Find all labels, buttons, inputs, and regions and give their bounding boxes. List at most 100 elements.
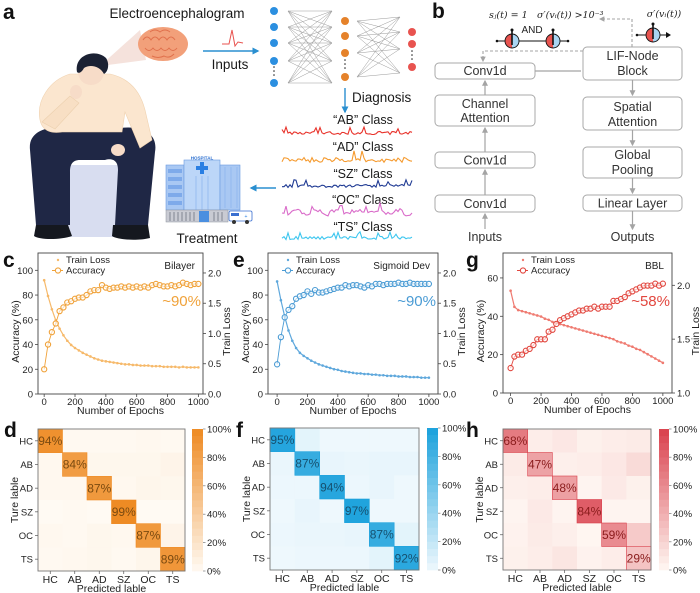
heatmap-cell xyxy=(294,499,321,524)
loss-point xyxy=(427,376,431,379)
loss-point xyxy=(344,370,347,373)
legend-marker xyxy=(56,258,60,262)
y-axis-label: Ture lable xyxy=(241,476,253,522)
col-label: SZ xyxy=(350,573,364,585)
y-axis-label: Ture lable xyxy=(474,476,486,522)
block-label: Conv1d xyxy=(463,64,506,78)
colorbar-tick-label: 0% xyxy=(207,567,221,578)
heatmap-cell xyxy=(527,452,553,477)
legend-item: Train Loss xyxy=(521,255,575,266)
colorbar-tick-label: 20% xyxy=(207,538,227,549)
loss-point xyxy=(181,365,185,369)
cell-value-label: 92% xyxy=(395,551,419,565)
loss-point xyxy=(543,317,547,320)
accuracy-point xyxy=(83,291,90,299)
colorbar-tick-label: 40% xyxy=(673,509,693,520)
y-tick-label: 60 xyxy=(252,315,263,326)
loss-point xyxy=(657,359,661,362)
colorbar-band xyxy=(427,506,438,514)
row-label: TS xyxy=(253,554,265,565)
loss-point xyxy=(92,356,96,360)
loss-point xyxy=(347,370,351,374)
panel-label-e: e xyxy=(233,249,245,272)
network-edge xyxy=(356,48,401,78)
loss-point xyxy=(135,363,138,367)
block-label: Spatial xyxy=(613,100,651,114)
ellipsis-dot xyxy=(273,70,275,72)
legend-marker xyxy=(521,258,525,262)
loss-point xyxy=(524,310,528,314)
loss-point xyxy=(298,351,302,355)
matrix-frame xyxy=(37,428,186,572)
diagnosis-label: Diagnosis xyxy=(352,90,412,105)
heatmap-cell xyxy=(111,429,137,454)
legend-item: Accuracy xyxy=(517,266,570,277)
heatmap-cell xyxy=(270,451,296,476)
x-tick-label: 200 xyxy=(533,396,549,407)
inputs-label: Inputs xyxy=(212,57,249,72)
loss-point xyxy=(325,365,328,369)
colorbar-band xyxy=(659,485,669,493)
heatmap-cell xyxy=(369,451,395,476)
panel-label-b: b xyxy=(432,0,445,23)
network-edge xyxy=(287,10,333,62)
network-edge xyxy=(287,42,333,84)
heatmap-cell xyxy=(319,428,345,453)
colorbar-band xyxy=(427,456,438,464)
plot-frame xyxy=(502,252,673,394)
legend-label: Train Loss xyxy=(296,255,340,266)
network-edge xyxy=(287,26,333,84)
diagonal-cell-border xyxy=(552,475,578,500)
colorbar-band xyxy=(192,507,203,515)
neuron-half xyxy=(646,28,653,42)
hair xyxy=(76,53,109,74)
network-edge xyxy=(287,10,333,84)
loss-point xyxy=(77,349,81,352)
colorbar: 0% 20% 40% 60% 80% 100% xyxy=(427,424,467,577)
colorbar-band xyxy=(192,429,203,437)
y-tick-label: 0 xyxy=(493,389,498,400)
loss-point xyxy=(370,373,374,376)
block-label: Pooling xyxy=(612,163,654,177)
loss-point xyxy=(69,343,73,347)
accuracy-point xyxy=(285,306,292,314)
loss-point xyxy=(131,363,135,367)
colorbar-tick-label: 60% xyxy=(442,480,462,491)
network-edge xyxy=(356,72,401,78)
loss-point xyxy=(574,327,577,330)
y-tick-label: 0 xyxy=(28,390,33,401)
legend-item: Accuracy xyxy=(52,266,105,277)
network-edge xyxy=(356,16,401,78)
loss-point xyxy=(302,354,305,358)
loss-point xyxy=(317,363,321,366)
heatmap-cell xyxy=(369,428,395,453)
loss-point xyxy=(355,372,359,375)
colorbar-tick-label: 100% xyxy=(442,424,467,435)
loss-point xyxy=(412,375,416,379)
heatmap-cell xyxy=(62,476,88,501)
accuracy-point xyxy=(281,314,288,321)
row-label: AD xyxy=(485,483,498,494)
heatmap-cell xyxy=(62,547,88,572)
loss-point xyxy=(189,366,192,369)
heatmap-cell xyxy=(294,475,321,500)
legend-label: Train Loss xyxy=(66,255,110,266)
network-edge xyxy=(356,31,401,54)
loss-point xyxy=(416,375,419,379)
heatmap-cell xyxy=(38,500,63,525)
colorbar-band xyxy=(192,485,203,494)
heatmap-cell xyxy=(160,547,186,572)
colorbar-tick-label: 40% xyxy=(442,509,462,520)
neural-network-diagram xyxy=(270,7,416,87)
loss-point xyxy=(513,305,516,309)
loss-point xyxy=(581,329,585,332)
panel-label-g: g xyxy=(466,249,479,272)
row-label: TS xyxy=(486,554,498,565)
row-label: SZ xyxy=(21,507,33,518)
col-label: SZ xyxy=(117,574,131,586)
y2-tick-label: 2.0 xyxy=(677,281,690,292)
loss-point xyxy=(119,362,123,366)
col-label: AD xyxy=(557,573,572,585)
colorbar-tick-label: 80% xyxy=(207,453,227,464)
loss-point xyxy=(653,357,657,360)
